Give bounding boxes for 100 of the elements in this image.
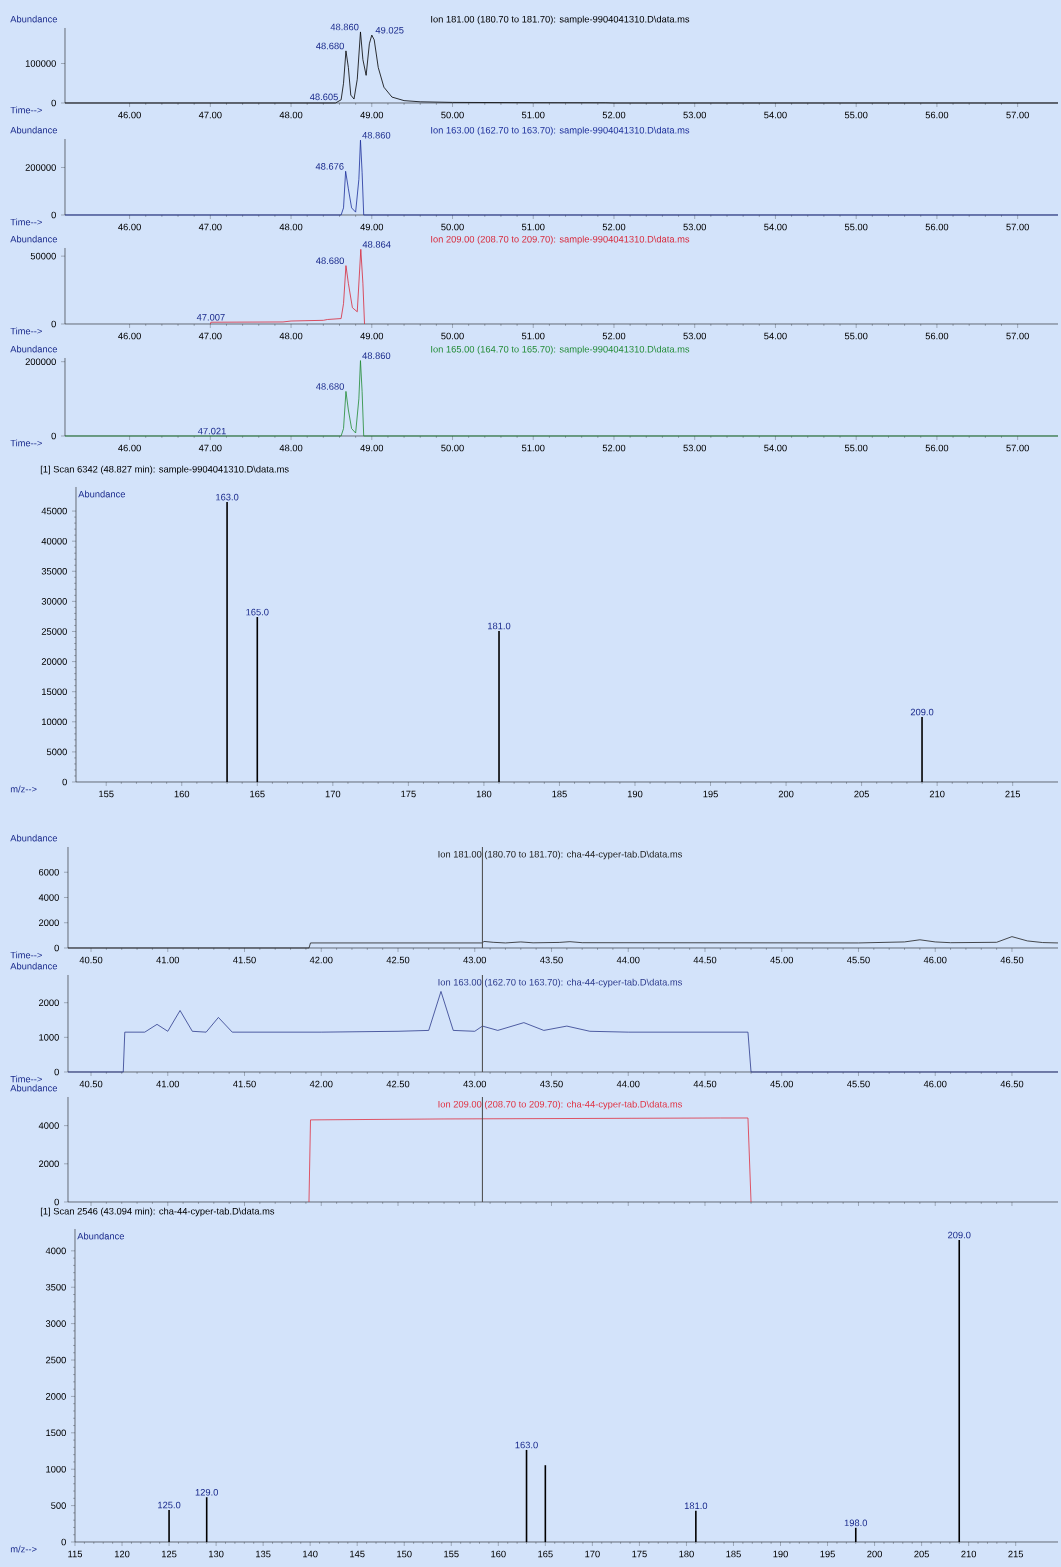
y-tick-label: 30000 — [41, 598, 67, 605]
x-tick-label: 50.00 — [441, 444, 464, 452]
annotation: 49.025 — [375, 26, 404, 34]
x-tick-label: 57.00 — [1006, 332, 1029, 340]
chart-title: Ion 165.00 (164.70 to 165.70): sample-9904041310.D\data.ms — [431, 345, 690, 355]
y-tick-label: 4000 — [38, 894, 59, 901]
x-tick-label: 115 — [68, 1550, 83, 1558]
chart-title: Ion 181.00 (180.70 to 181.70): sample-9904041310.D\data.ms — [431, 15, 690, 25]
x-axis-title: m/z--> — [10, 785, 37, 793]
y-tick-label: 40000 — [41, 537, 67, 545]
annotation: 48.680 — [316, 42, 344, 50]
y-axis-title: Abundance — [10, 235, 58, 243]
chart-title: Ion 181.00 (180.70 to 181.70): cha-44-cyper-tab.D\data.ms — [438, 850, 683, 860]
x-tick-label: 210 — [929, 790, 945, 798]
x-tick-label: 45.50 — [847, 1080, 870, 1088]
x-tick-label: 46.00 — [923, 956, 947, 964]
y-tick-label: 50000 — [30, 252, 56, 260]
x-tick-label: 55.00 — [844, 444, 868, 452]
y-tick-label: 1000 — [46, 1465, 66, 1473]
y-tick-label: 200000 — [25, 164, 56, 171]
x-tick-label: 205 — [854, 790, 869, 798]
x-tick-label: 46.00 — [118, 111, 141, 119]
x-tick-label: 45.00 — [770, 1080, 794, 1088]
annotation: 209.0 — [948, 1231, 971, 1239]
y-tick-label: 2000 — [38, 919, 59, 927]
y-tick-label: 2500 — [45, 1356, 66, 1364]
x-tick-label: 52.00 — [602, 111, 626, 119]
x-tick-label: 160 — [174, 790, 190, 798]
annotation: 129.0 — [195, 1489, 219, 1496]
x-tick-label: 205 — [914, 1550, 929, 1558]
x-tick-label: 55.00 — [844, 332, 868, 340]
x-tick-label: 54.00 — [764, 332, 787, 340]
x-tick-label: 45.00 — [770, 956, 794, 964]
y-tick-label: 0 — [54, 1198, 59, 1206]
x-tick-label: 51.00 — [521, 444, 545, 452]
x-tick-label: 120 — [114, 1550, 130, 1558]
x-tick-label: 54.00 — [764, 444, 787, 452]
x-tick-label: 50.00 — [441, 111, 464, 119]
x-tick-label: 43.00 — [463, 1080, 487, 1088]
x-tick-label: 175 — [401, 790, 416, 798]
y-tick-label: 0 — [51, 211, 56, 219]
x-tick-label: 51.00 — [521, 111, 545, 119]
x-tick-label: 53.00 — [683, 444, 707, 452]
x-tick-label: 47.00 — [198, 223, 222, 231]
x-tick-label: 56.00 — [925, 111, 949, 119]
x-tick-label: 215 — [1008, 1550, 1024, 1558]
annotation: 209.0 — [910, 708, 934, 716]
x-tick-label: 46.00 — [118, 223, 141, 231]
y-axis-title: Abundance — [10, 15, 58, 23]
annotation: 198.0 — [844, 1519, 868, 1527]
x-tick-label: 41.00 — [156, 1080, 180, 1088]
y-tick-label: 2000 — [38, 1160, 59, 1168]
annotation: 48.864 — [362, 241, 391, 248]
y-tick-label: 25000 — [41, 628, 67, 635]
x-tick-label: 125 — [161, 1550, 177, 1558]
x-tick-label: 215 — [1005, 790, 1021, 798]
annotation: 48.676 — [315, 163, 344, 170]
x-tick-label: 41.50 — [233, 1080, 256, 1088]
x-tick-label: 40.50 — [79, 1080, 103, 1088]
x-tick-label: 185 — [552, 790, 567, 798]
x-tick-label: 53.00 — [683, 111, 707, 119]
annotation: 48.860 — [362, 352, 391, 359]
y-tick-label: 1500 — [46, 1429, 66, 1437]
chart-title: [1] Scan 2546 (43.094 min): cha-44-cyper-tab.D\data.ms — [40, 1207, 275, 1217]
x-axis-title: Time--> — [10, 106, 42, 114]
x-tick-label: 44.00 — [616, 956, 640, 964]
x-tick-label: 46.50 — [1000, 956, 1024, 964]
x-tick-label: 52.00 — [602, 444, 626, 452]
x-tick-label: 51.00 — [521, 332, 545, 340]
y-tick-label: 20000 — [41, 658, 67, 665]
x-tick-label: 48.00 — [279, 444, 303, 452]
x-tick-label: 42.00 — [309, 1080, 333, 1088]
x-tick-label: 55.00 — [844, 111, 868, 119]
chart-title: Ion 163.00 (162.70 to 163.70): cha-44-cyper-tab.D\data.ms — [438, 978, 683, 988]
x-axis-title: m/z--> — [10, 1545, 37, 1553]
annotation: 181.0 — [684, 1502, 708, 1510]
y-axis-title: Abundance — [10, 962, 58, 970]
x-tick-label: 150 — [397, 1550, 412, 1558]
annotation: 163.0 — [216, 493, 239, 501]
x-tick-label: 40.50 — [79, 956, 103, 964]
x-tick-label: 170 — [325, 790, 341, 798]
x-tick-label: 145 — [350, 1550, 365, 1558]
x-tick-label: 160 — [491, 1550, 506, 1558]
x-tick-label: 185 — [726, 1550, 741, 1558]
x-tick-label: 155 — [444, 1550, 459, 1558]
x-tick-label: 41.50 — [233, 956, 256, 964]
x-tick-label: 44.00 — [616, 1080, 640, 1088]
x-tick-label: 47.00 — [198, 111, 222, 119]
y-tick-label: 10000 — [42, 718, 67, 726]
y-tick-label: 0 — [51, 99, 56, 107]
x-tick-label: 56.00 — [925, 444, 949, 452]
y-axis-title: Abundance — [77, 1232, 125, 1240]
annotation: 163.0 — [515, 1441, 538, 1449]
y-tick-label: 4000 — [38, 1122, 59, 1129]
y-tick-label: 6000 — [39, 868, 59, 876]
x-tick-label: 165 — [250, 790, 265, 798]
x-tick-label: 190 — [773, 1550, 788, 1558]
x-tick-label: 41.00 — [156, 956, 180, 964]
x-tick-label: 44.50 — [693, 956, 717, 964]
annotation: 48.860 — [330, 23, 359, 31]
